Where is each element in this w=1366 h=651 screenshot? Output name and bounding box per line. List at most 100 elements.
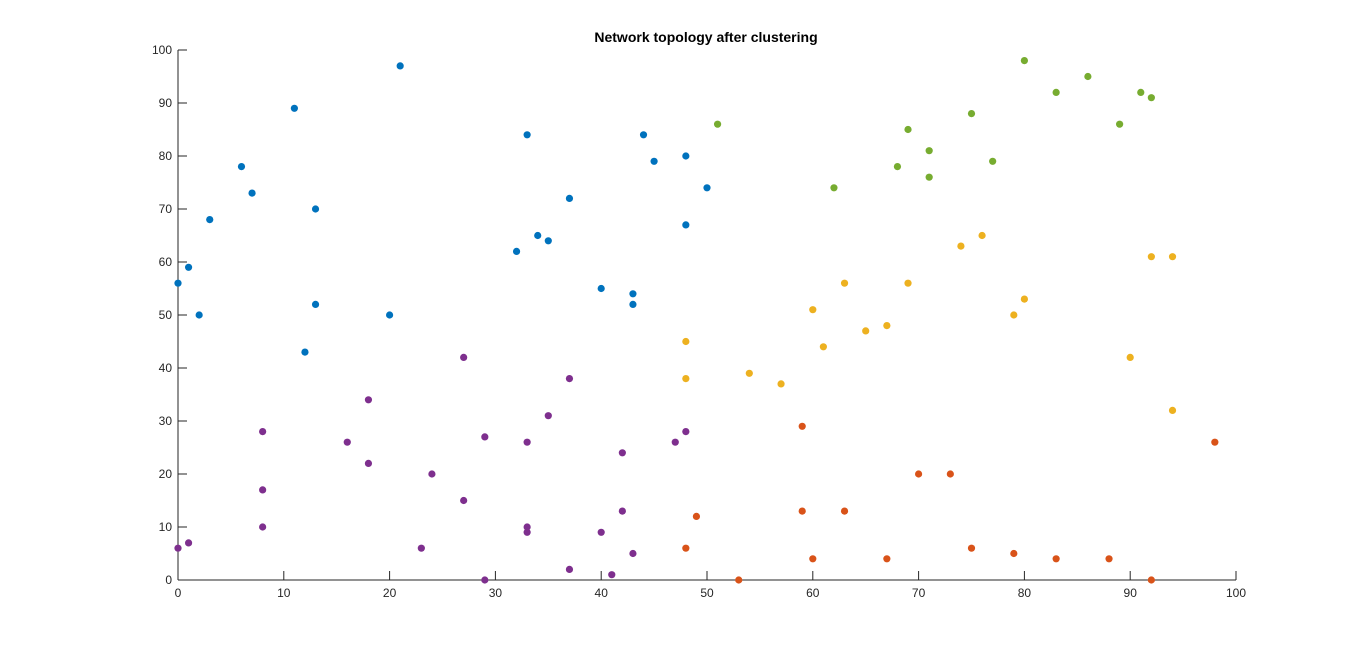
data-point bbox=[862, 327, 870, 335]
data-point bbox=[174, 544, 182, 552]
data-point bbox=[840, 279, 849, 287]
data-point bbox=[460, 353, 468, 361]
data-point bbox=[1010, 311, 1018, 319]
data-point bbox=[565, 194, 574, 202]
data-point bbox=[1137, 88, 1145, 96]
x-tick-label: 80 bbox=[1018, 586, 1032, 600]
x-tick-label: 100 bbox=[1226, 586, 1246, 600]
data-point bbox=[523, 438, 531, 446]
x-tick-label: 10 bbox=[277, 586, 291, 600]
y-tick-label: 50 bbox=[159, 308, 173, 322]
data-point bbox=[248, 189, 256, 197]
data-point bbox=[692, 512, 701, 521]
data-point bbox=[1147, 576, 1155, 584]
data-point bbox=[174, 279, 182, 287]
data-point bbox=[682, 428, 690, 436]
data-point bbox=[1084, 72, 1092, 81]
data-point bbox=[904, 279, 912, 287]
data-point bbox=[565, 565, 574, 574]
data-point bbox=[1052, 555, 1060, 563]
data-point bbox=[840, 507, 849, 515]
data-point bbox=[184, 263, 193, 271]
y-tick-label: 10 bbox=[159, 520, 173, 534]
data-point bbox=[989, 157, 997, 165]
data-point bbox=[883, 555, 891, 563]
data-point bbox=[597, 528, 605, 536]
data-point bbox=[967, 110, 976, 118]
data-point bbox=[195, 311, 203, 319]
data-point bbox=[1020, 57, 1028, 65]
data-point bbox=[417, 544, 425, 552]
data-point bbox=[343, 438, 351, 446]
x-tick-label: 70 bbox=[912, 586, 926, 600]
data-point bbox=[639, 131, 648, 139]
data-point bbox=[206, 216, 214, 224]
data-point bbox=[544, 237, 552, 245]
y-tick-label: 80 bbox=[159, 149, 173, 163]
data-point bbox=[1147, 253, 1155, 261]
data-point bbox=[682, 152, 690, 160]
cluster-series bbox=[682, 231, 1177, 414]
data-point bbox=[957, 242, 965, 250]
data-point bbox=[946, 470, 954, 478]
data-point bbox=[925, 173, 933, 181]
data-point bbox=[735, 576, 743, 584]
axes: 0 10 20 30 40 50 60 70 80 90 100 0 10 20 30 40 50 60 70 80 9… bbox=[152, 43, 1246, 600]
data-point bbox=[259, 428, 267, 436]
data-point bbox=[915, 470, 923, 478]
data-point bbox=[460, 496, 468, 505]
data-point bbox=[544, 412, 552, 420]
data-point bbox=[798, 507, 806, 515]
data-point bbox=[1126, 353, 1134, 361]
data-point bbox=[364, 459, 373, 467]
data-point bbox=[1147, 94, 1155, 102]
data-point bbox=[311, 205, 320, 213]
cluster-series bbox=[682, 422, 1219, 584]
data-point bbox=[777, 380, 785, 388]
cluster-series bbox=[174, 353, 690, 584]
x-tick-label: 20 bbox=[383, 586, 397, 600]
data-point bbox=[523, 523, 531, 531]
data-points bbox=[174, 57, 1219, 584]
data-point bbox=[629, 300, 637, 308]
data-point bbox=[809, 306, 817, 314]
data-point bbox=[745, 369, 753, 377]
data-point bbox=[703, 184, 711, 192]
data-point bbox=[396, 62, 404, 70]
y-tick-label: 90 bbox=[159, 96, 173, 110]
data-point bbox=[883, 322, 891, 330]
cluster-series bbox=[713, 57, 1155, 192]
data-point bbox=[608, 571, 616, 579]
data-point bbox=[523, 131, 531, 139]
data-point bbox=[523, 528, 531, 536]
data-point bbox=[259, 523, 267, 531]
data-point bbox=[565, 375, 574, 383]
y-tick-label: 0 bbox=[165, 573, 172, 587]
data-point bbox=[819, 343, 827, 351]
data-point bbox=[682, 375, 690, 383]
data-point bbox=[682, 544, 690, 552]
data-point bbox=[967, 544, 976, 552]
y-tick-label: 70 bbox=[159, 202, 173, 216]
chart-title: Network topology after clustering bbox=[594, 29, 817, 45]
cluster-series bbox=[174, 62, 711, 356]
y-tick-label: 100 bbox=[152, 43, 172, 57]
data-point bbox=[534, 231, 542, 240]
data-point bbox=[1010, 549, 1018, 558]
data-point bbox=[1020, 295, 1028, 303]
data-point bbox=[809, 555, 817, 563]
x-tick-label: 50 bbox=[700, 586, 714, 600]
data-point bbox=[184, 539, 193, 547]
data-point bbox=[925, 147, 933, 155]
data-point bbox=[650, 157, 658, 165]
data-point bbox=[682, 221, 690, 229]
y-tick-label: 60 bbox=[159, 255, 173, 269]
data-point bbox=[713, 120, 722, 128]
data-point bbox=[1052, 88, 1060, 96]
data-point bbox=[301, 348, 309, 356]
data-point bbox=[428, 470, 436, 478]
x-tick-label: 40 bbox=[595, 586, 609, 600]
data-point bbox=[237, 163, 246, 171]
data-point bbox=[904, 125, 912, 134]
data-point bbox=[798, 422, 806, 430]
